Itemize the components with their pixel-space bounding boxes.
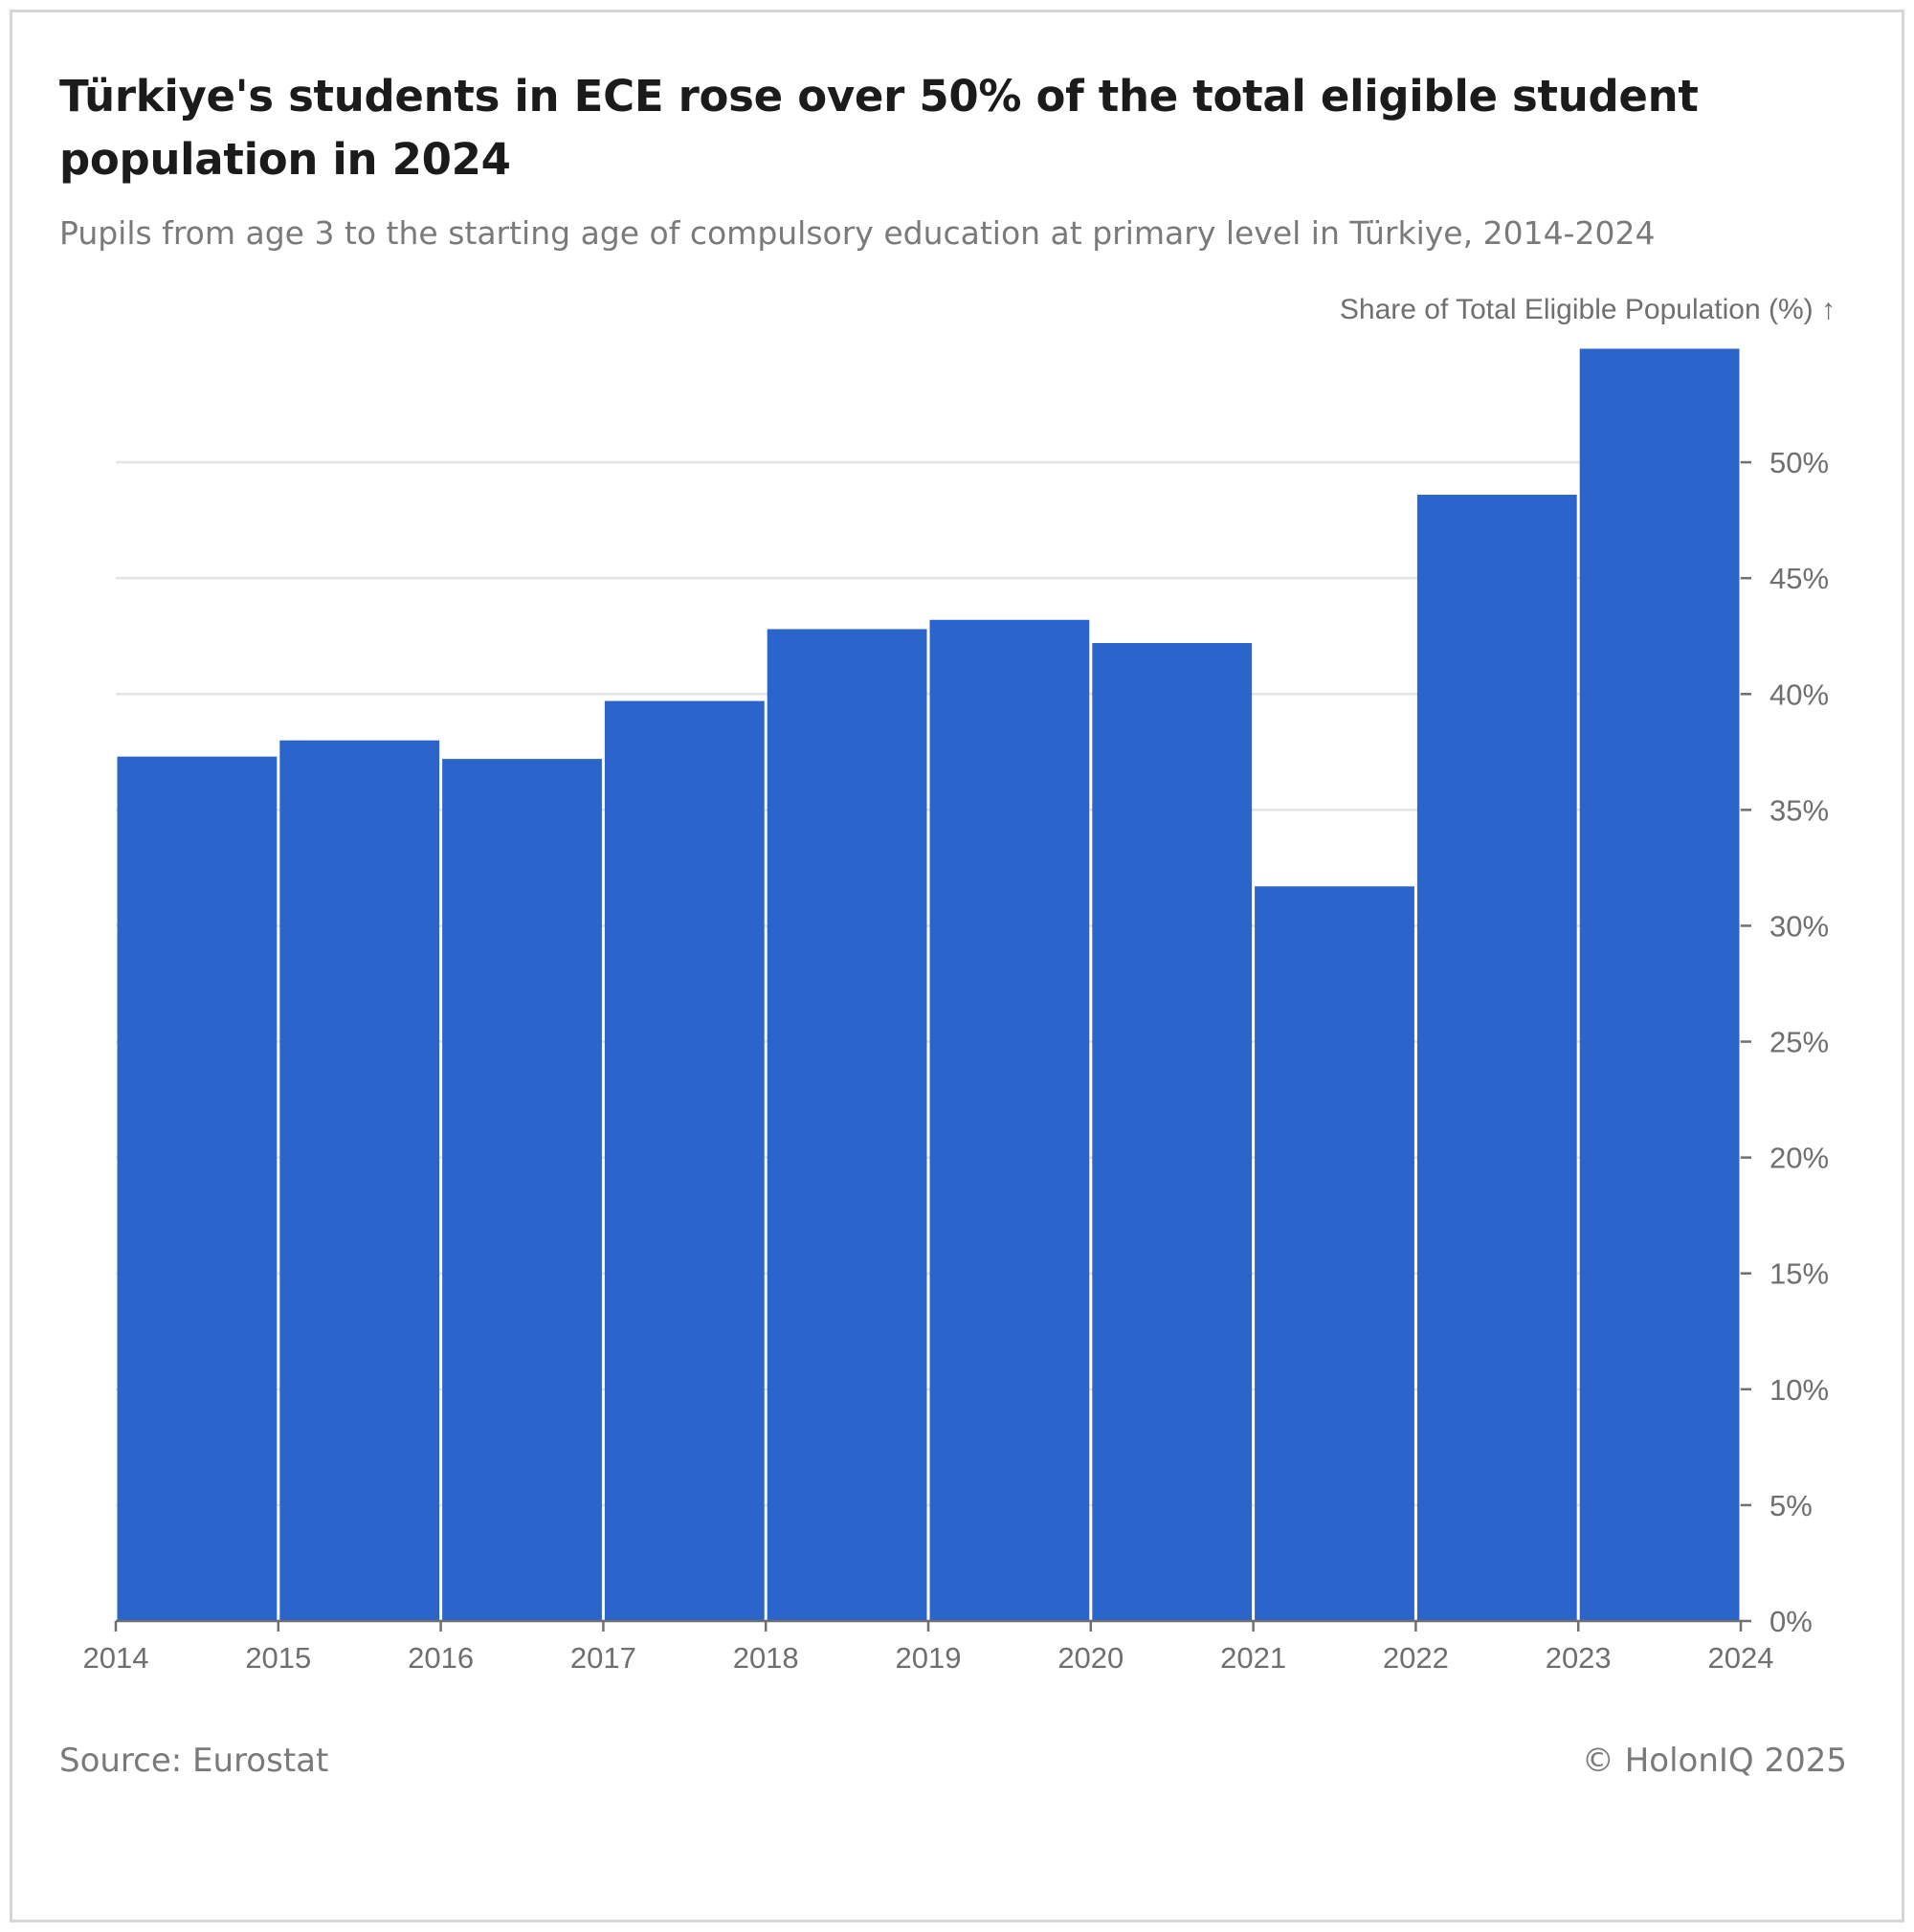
- bar-2015: [279, 740, 440, 1621]
- bar-2016: [442, 759, 602, 1621]
- chart-subtitle: Pupils from age 3 to the starting age of…: [59, 214, 1656, 252]
- x-tick-label: 2015: [245, 1641, 311, 1675]
- bar-2017: [604, 700, 765, 1621]
- y-tick-label: 20%: [1769, 1142, 1829, 1175]
- y-tick-label: 0%: [1769, 1605, 1813, 1638]
- x-tick-label: 2014: [83, 1641, 149, 1675]
- bar-2014: [117, 756, 278, 1621]
- x-tick-label: 2019: [896, 1641, 962, 1675]
- x-tick-label: 2023: [1546, 1641, 1612, 1675]
- source-note: Source: Eurostat: [59, 1742, 329, 1780]
- y-tick-label: 30%: [1769, 909, 1829, 943]
- axes: 2014 2015 2016 2017 2018 2019 2020 2021 2022 2023…: [83, 446, 1830, 1675]
- bar-chart: 2014 2015 2016 2017 2018 2019 2020 2021 2022 2023…: [83, 294, 1836, 1675]
- x-tick-label: 2018: [733, 1641, 799, 1675]
- x-tick-label: 2024: [1708, 1641, 1774, 1675]
- x-tick-label: 2022: [1383, 1641, 1449, 1675]
- x-tick-label: 2021: [1220, 1641, 1286, 1675]
- bar-2023: [1579, 348, 1740, 1621]
- y-tick-label: 35%: [1769, 793, 1829, 827]
- bars: [117, 348, 1740, 1621]
- x-tick-label: 2017: [570, 1641, 636, 1675]
- bar-2020: [1092, 642, 1253, 1621]
- copyright-note: © HolonIQ 2025: [1581, 1742, 1847, 1780]
- y-tick-label: 40%: [1769, 677, 1829, 711]
- y-tick-label: 10%: [1769, 1373, 1829, 1407]
- bar-2018: [767, 629, 927, 1621]
- y-axis-title: Share of Total Eligible Population (%) ↑: [1340, 294, 1836, 325]
- y-tick-label: 15%: [1769, 1257, 1829, 1291]
- chart-title: Türkiye's students in ECE rose over 50% …: [59, 71, 1699, 185]
- y-tick-label: 25%: [1769, 1026, 1829, 1059]
- bar-2022: [1416, 494, 1577, 1621]
- bar-2019: [929, 619, 1090, 1621]
- x-tick-label: 2016: [408, 1641, 474, 1675]
- y-tick-label: 5%: [1769, 1489, 1813, 1522]
- y-tick-label: 50%: [1769, 446, 1829, 479]
- y-tick-label: 45%: [1769, 562, 1829, 595]
- bar-2021: [1255, 886, 1414, 1621]
- x-tick-label: 2020: [1057, 1641, 1124, 1675]
